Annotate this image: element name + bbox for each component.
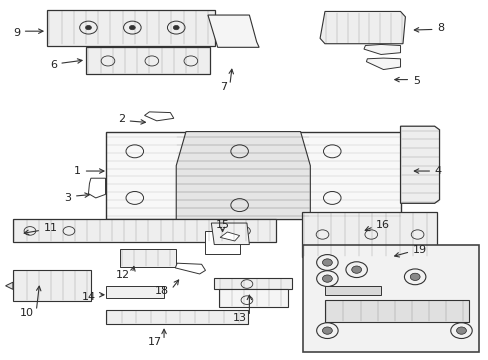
Polygon shape — [366, 58, 400, 69]
Text: 13: 13 — [232, 313, 246, 323]
Polygon shape — [325, 286, 380, 296]
Text: 19: 19 — [412, 245, 426, 255]
Circle shape — [85, 26, 91, 30]
Circle shape — [322, 259, 331, 266]
Polygon shape — [120, 249, 176, 267]
Text: 6: 6 — [50, 60, 57, 70]
Polygon shape — [220, 232, 239, 241]
Polygon shape — [219, 289, 288, 307]
Text: 9: 9 — [13, 28, 20, 38]
Polygon shape — [105, 310, 248, 324]
Polygon shape — [214, 278, 292, 289]
Polygon shape — [86, 47, 210, 74]
Circle shape — [409, 273, 419, 280]
Polygon shape — [207, 15, 259, 47]
Polygon shape — [105, 132, 400, 220]
Text: 2: 2 — [118, 114, 125, 124]
Text: 8: 8 — [436, 23, 443, 33]
Polygon shape — [211, 223, 249, 244]
Text: 5: 5 — [412, 76, 419, 86]
Circle shape — [456, 327, 466, 334]
Text: 16: 16 — [375, 220, 389, 230]
Circle shape — [129, 26, 135, 30]
Circle shape — [322, 327, 331, 334]
Text: 14: 14 — [81, 292, 96, 302]
Circle shape — [173, 26, 179, 30]
Text: 12: 12 — [116, 270, 130, 280]
Text: 1: 1 — [74, 166, 81, 176]
Polygon shape — [204, 231, 239, 253]
Text: 7: 7 — [220, 82, 227, 92]
Bar — [303, 244, 478, 352]
Text: 4: 4 — [434, 166, 441, 176]
Polygon shape — [363, 44, 400, 54]
Text: 18: 18 — [155, 286, 168, 296]
Text: 3: 3 — [64, 193, 71, 203]
Polygon shape — [175, 263, 205, 274]
Text: 15: 15 — [215, 220, 229, 230]
Polygon shape — [47, 10, 215, 45]
Circle shape — [322, 275, 331, 282]
Polygon shape — [400, 126, 439, 203]
Polygon shape — [88, 178, 105, 198]
Polygon shape — [302, 212, 436, 257]
Polygon shape — [320, 12, 405, 44]
Polygon shape — [13, 220, 276, 242]
Polygon shape — [176, 132, 310, 220]
Text: 10: 10 — [20, 308, 34, 318]
Polygon shape — [105, 286, 163, 298]
Polygon shape — [325, 300, 468, 321]
Polygon shape — [13, 270, 91, 301]
Text: 17: 17 — [147, 337, 161, 347]
Polygon shape — [144, 112, 173, 121]
Polygon shape — [5, 282, 13, 289]
Text: 11: 11 — [43, 224, 58, 233]
Circle shape — [351, 266, 361, 273]
